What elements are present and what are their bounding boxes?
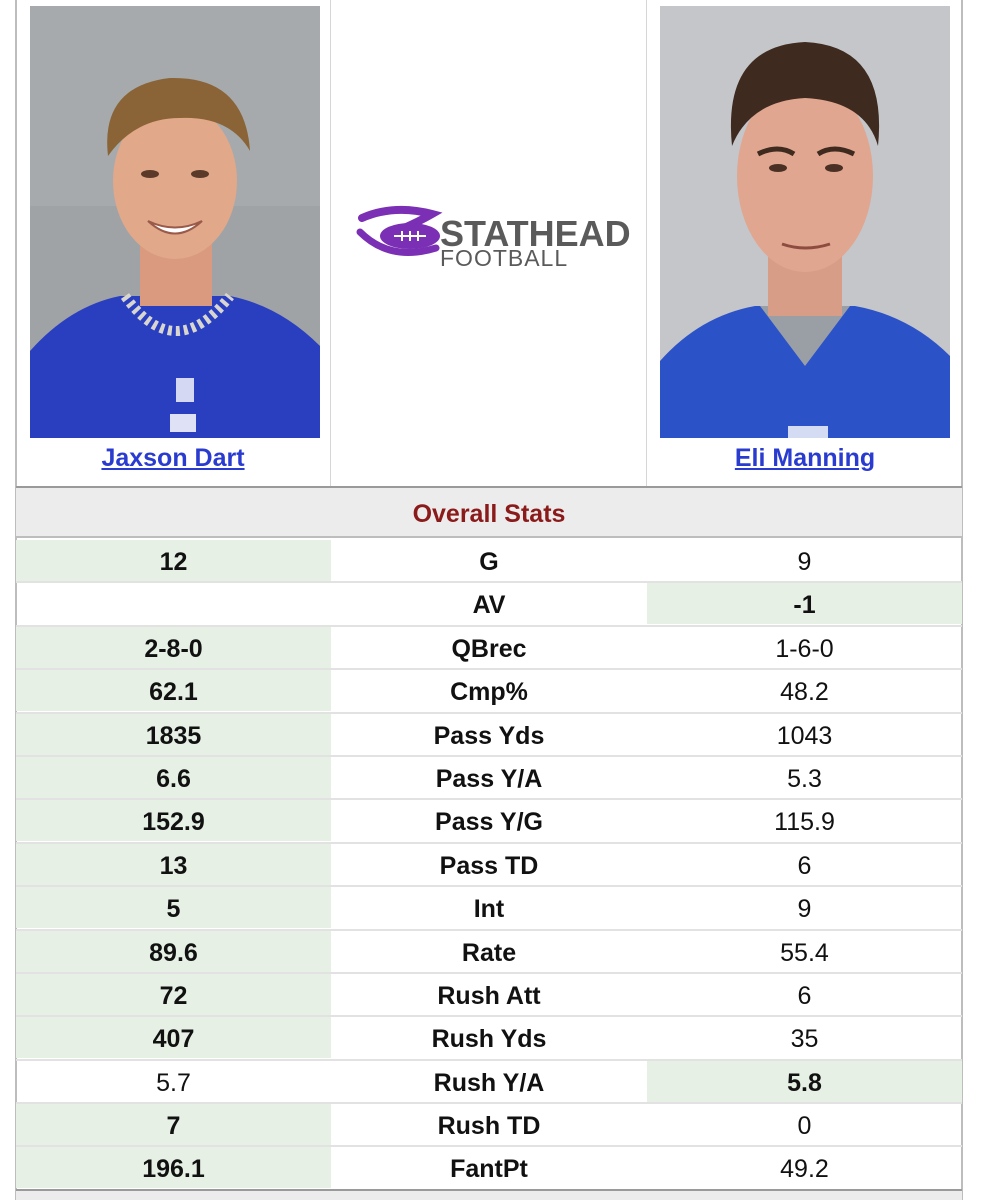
stat-value-right: 35 — [790, 1025, 819, 1054]
stat-value-left: 152.9 — [16, 800, 331, 842]
table-border-right — [961, 0, 963, 1200]
stat-label: Rush Y/A — [433, 1068, 545, 1097]
stat-value-left: 196.1 — [16, 1147, 331, 1189]
stat-label: Pass Y/A — [435, 764, 543, 793]
stat-value-right: 5.8 — [647, 1060, 962, 1102]
stat-row: AV -1 — [16, 583, 962, 627]
row-divider — [16, 841, 962, 844]
player-cell-left: Jaxson Dart — [16, 0, 330, 487]
stat-value-right: 1-6-0 — [775, 634, 834, 663]
stat-row: 62.1 Cmp% 48.2 — [16, 670, 962, 714]
stat-value-left: 89.6 — [16, 930, 331, 972]
stat-value-left: 5.7 — [156, 1068, 191, 1097]
stat-value-right: 115.9 — [774, 808, 835, 837]
section-title: Overall Stats — [412, 500, 566, 528]
stat-row: 407 Rush Yds 35 — [16, 1017, 962, 1061]
stat-value-left: 5 — [16, 887, 331, 929]
player-header-row: Jaxson Dart STATHEAD FOOTBALL — [16, 0, 962, 487]
stat-value-left: 407 — [16, 1017, 331, 1059]
stat-label: Cmp% — [450, 678, 528, 707]
player-photo-right — [660, 6, 950, 438]
row-divider — [16, 1102, 962, 1105]
stat-label: Rush Att — [437, 981, 541, 1010]
stat-value-right: 5.3 — [787, 764, 822, 793]
stat-row: 196.1 FantPt 49.2 — [16, 1147, 962, 1191]
stat-label: Int — [473, 895, 505, 924]
stat-label: Pass Y/G — [435, 808, 543, 837]
stat-value-right: 9 — [797, 548, 812, 576]
stat-value-right: 0 — [797, 1112, 812, 1141]
stat-value-right: -1 — [647, 583, 962, 625]
stat-value-right: 1043 — [776, 721, 833, 750]
row-divider — [16, 1145, 962, 1148]
stat-label: QBrec — [451, 634, 527, 663]
row-divider — [16, 711, 962, 714]
stathead-football-logo: STATHEAD FOOTBALL — [356, 205, 631, 271]
player-link-right[interactable]: Eli Manning — [734, 444, 876, 472]
stat-label: Rush Yds — [431, 1025, 547, 1054]
stat-value-right: 6 — [797, 851, 812, 880]
stat-label: FantPt — [450, 1155, 528, 1184]
stat-label: G — [479, 548, 499, 576]
stat-row: 72 Rush Att 6 — [16, 973, 962, 1018]
stat-value-left: 7 — [16, 1104, 331, 1146]
stat-row: 13 Pass TD 6 — [16, 843, 962, 888]
stats-table-body: 12 G 9 AV -1 2-8-0 QBrec 1-6-0 62.1 Cmp% 48.2 1835 P… — [16, 540, 962, 1191]
row-divider — [16, 624, 962, 627]
stat-value-left: 13 — [16, 843, 331, 885]
stat-value-left: 72 — [16, 973, 331, 1015]
stat-row: 1835 Pass Yds 1043 — [16, 713, 962, 757]
stat-value-right: 6 — [797, 981, 812, 1010]
stat-value-left — [16, 583, 331, 624]
stat-label: AV — [472, 591, 506, 620]
stat-value-right: 49.2 — [780, 1155, 829, 1184]
row-divider — [16, 1015, 962, 1018]
stat-row: 12 G 9 — [16, 540, 962, 584]
stat-value-left: 62.1 — [16, 670, 331, 712]
row-divider — [16, 754, 962, 757]
stat-value-right: 55.4 — [780, 938, 829, 967]
row-divider — [16, 885, 962, 888]
stat-value-right: 48.2 — [780, 678, 829, 707]
header-divider-2 — [646, 0, 647, 487]
stat-label: Rush TD — [437, 1112, 541, 1141]
player-link-left[interactable]: Jaxson Dart — [101, 444, 245, 472]
headshot-image — [30, 6, 320, 438]
stat-row: 5 Int 9 — [16, 887, 962, 931]
header-divider-1 — [330, 0, 331, 487]
stat-value-right: 9 — [797, 895, 812, 924]
stat-row: 89.6 Rate 55.4 — [16, 930, 962, 974]
stat-label: Pass TD — [439, 851, 539, 880]
stat-label: Rate — [461, 938, 517, 967]
player-cell-right: Eli Manning — [648, 0, 962, 487]
stat-value-left: 1835 — [16, 713, 331, 755]
logo-word-stathead: STATHEAD — [440, 213, 631, 254]
section-header: Overall Stats — [16, 486, 962, 538]
headshot-image — [660, 6, 950, 438]
stat-value-left: 12 — [16, 540, 331, 581]
table-border-left — [15, 0, 17, 1200]
logo-cell: STATHEAD FOOTBALL — [332, 0, 646, 487]
stat-value-left: 6.6 — [16, 756, 331, 798]
row-divider — [16, 1058, 962, 1061]
stat-row: 7 Rush TD 0 — [16, 1104, 962, 1148]
logo-word-football: FOOTBALL — [440, 245, 568, 271]
stat-row: 6.6 Pass Y/A 5.3 — [16, 756, 962, 801]
player-photo-left — [30, 6, 320, 438]
row-divider — [16, 928, 962, 931]
stat-row: 2-8-0 QBrec 1-6-0 — [16, 626, 962, 671]
stat-label: Pass Yds — [433, 721, 545, 750]
table-footer-band — [16, 1189, 962, 1200]
row-divider — [16, 668, 962, 671]
row-divider — [16, 798, 962, 801]
stat-value-left: 2-8-0 — [16, 626, 331, 668]
row-divider — [16, 971, 962, 974]
stat-row: 5.7 Rush Y/A 5.8 — [16, 1060, 962, 1105]
stat-row: 152.9 Pass Y/G 115.9 — [16, 800, 962, 844]
row-divider — [16, 581, 962, 584]
